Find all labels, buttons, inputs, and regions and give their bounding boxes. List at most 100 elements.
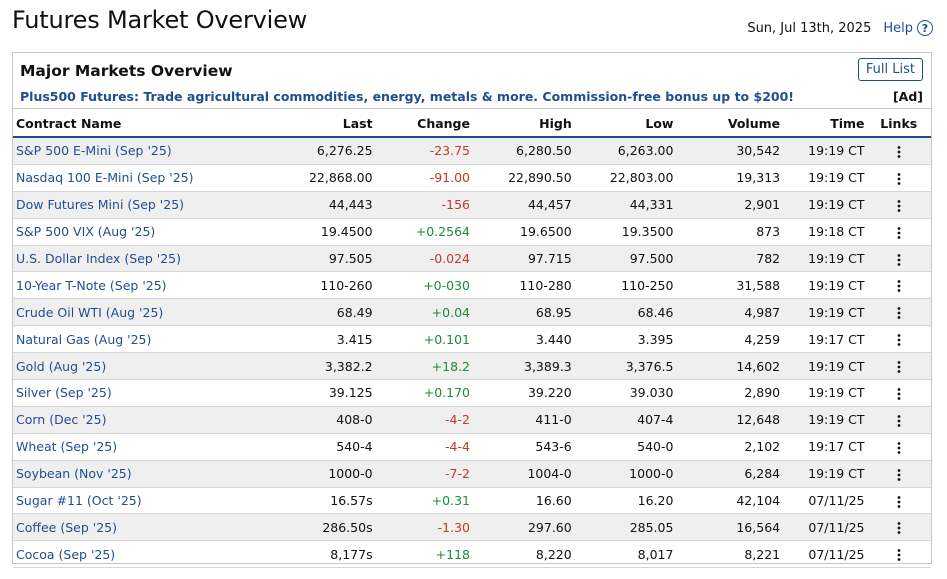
contract-link[interactable]: Natural Gas (Aug '25)	[16, 331, 152, 347]
contract-name-cell: Sugar #11 (Oct '25)	[13, 487, 264, 515]
high-cell: 110-280	[471, 271, 574, 300]
help-label: Help	[883, 20, 913, 36]
high-cell: 44,457	[471, 191, 574, 219]
more-vertical-icon[interactable]	[897, 522, 901, 535]
contract-link[interactable]: Coffee (Sep '25)	[16, 519, 117, 535]
contract-link[interactable]: S&P 500 E-Mini (Sep '25)	[16, 143, 172, 159]
markets-table: Contract Name Last Change High Low Volum…	[13, 110, 931, 569]
more-vertical-icon[interactable]	[897, 549, 901, 562]
contract-name-cell: Coffee (Sep '25)	[13, 513, 264, 542]
volume-cell: 8,221	[675, 540, 783, 569]
col-header-time[interactable]: Time	[782, 110, 867, 138]
change-cell: -91.00	[374, 164, 472, 192]
links-cell	[866, 433, 931, 461]
full-list-button[interactable]: Full List	[857, 58, 923, 81]
contract-link[interactable]: Dow Futures Mini (Sep '25)	[16, 197, 185, 213]
low-cell: 285.05	[573, 513, 676, 542]
time-cell: 19:19 CT	[782, 298, 867, 327]
volume-cell: 2,890	[675, 379, 783, 407]
time-cell: 19:17 CT	[782, 325, 867, 354]
low-cell: 39.030	[573, 379, 676, 407]
contract-name-cell: S&P 500 VIX (Aug '25)	[13, 218, 264, 246]
time-cell: 19:19 CT	[782, 352, 867, 381]
col-header-change[interactable]: Change	[374, 110, 472, 138]
table-row: Nasdaq 100 E-Mini (Sep '25) 22,868.00 -91.…	[13, 164, 931, 192]
links-cell	[866, 245, 931, 273]
col-header-contract-name[interactable]: Contract Name	[13, 110, 264, 138]
more-vertical-icon[interactable]	[897, 495, 901, 508]
last-cell: 97.505	[263, 245, 375, 273]
contract-link[interactable]: Soybean (Nov '25)	[16, 466, 132, 482]
table-row: Silver (Sep '25) 39.125 +0.170 39.220 39.030…	[13, 379, 931, 407]
volume-cell: 4,259	[675, 325, 783, 354]
last-cell: 3.415	[263, 325, 375, 354]
change-cell: -0.024	[374, 245, 472, 273]
contract-link[interactable]: 10-Year T-Note (Sep '25)	[16, 277, 167, 293]
last-cell: 22,868.00	[263, 164, 375, 192]
last-cell: 3,382.2	[263, 352, 375, 381]
header-right: Sun, Jul 13th, 2025 Help ?	[747, 20, 933, 36]
time-cell: 19:19 CT	[782, 460, 867, 488]
time-cell: 19:18 CT	[782, 218, 867, 246]
more-vertical-icon[interactable]	[897, 361, 901, 373]
contract-link[interactable]: Cocoa (Sep '25)	[16, 546, 116, 562]
low-cell: 110-250	[573, 271, 676, 300]
help-link[interactable]: Help ?	[883, 20, 933, 36]
links-cell	[866, 325, 931, 354]
more-vertical-icon[interactable]	[897, 468, 901, 481]
more-vertical-icon[interactable]	[897, 280, 901, 293]
high-cell: 411-0	[471, 406, 574, 434]
high-cell: 97.715	[471, 245, 574, 273]
ad-link[interactable]: Plus500 Futures: Trade agricultural comm…	[20, 89, 794, 104]
contract-name-cell: Dow Futures Mini (Sep '25)	[13, 191, 264, 219]
more-vertical-icon[interactable]	[897, 146, 901, 158]
contract-link[interactable]: Nasdaq 100 E-Mini (Sep '25)	[16, 170, 194, 186]
more-vertical-icon[interactable]	[897, 199, 901, 212]
last-cell: 16.57s	[263, 487, 375, 515]
ad-tag: [Ad]	[892, 89, 923, 104]
contract-link[interactable]: Gold (Aug '25)	[16, 358, 107, 374]
high-cell: 68.95	[471, 298, 574, 327]
more-vertical-icon[interactable]	[897, 414, 901, 427]
high-cell: 3,389.3	[471, 352, 574, 381]
links-cell	[866, 218, 931, 246]
more-vertical-icon[interactable]	[897, 388, 901, 400]
change-cell: +0.04	[374, 298, 472, 327]
more-vertical-icon[interactable]	[897, 307, 901, 320]
change-cell: -1.30	[374, 513, 472, 542]
time-cell: 07/11/25	[782, 487, 867, 515]
more-vertical-icon[interactable]	[897, 172, 901, 185]
change-cell: -156	[374, 191, 472, 219]
last-cell: 286.50s	[263, 513, 375, 542]
contract-link[interactable]: U.S. Dollar Index (Sep '25)	[16, 251, 182, 266]
question-circle-icon: ?	[917, 20, 933, 36]
more-vertical-icon[interactable]	[897, 441, 901, 454]
more-vertical-icon[interactable]	[897, 226, 901, 239]
contract-link[interactable]: Sugar #11 (Oct '25)	[16, 493, 142, 509]
time-cell: 19:19 CT	[782, 245, 867, 273]
col-header-volume[interactable]: Volume	[675, 110, 783, 138]
col-header-last[interactable]: Last	[263, 110, 375, 138]
low-cell: 407-4	[573, 406, 676, 434]
volume-cell: 42,104	[675, 487, 783, 515]
time-cell: 19:19 CT	[782, 164, 867, 192]
time-cell: 07/11/25	[782, 513, 867, 542]
table-row: Natural Gas (Aug '25) 3.415 +0.101 3.440 3.3…	[13, 325, 931, 354]
contract-name-cell: Wheat (Sep '25)	[13, 433, 264, 461]
contract-name-cell: Soybean (Nov '25)	[13, 460, 264, 488]
col-header-high[interactable]: High	[471, 110, 574, 138]
time-cell: 19:19 CT	[782, 137, 867, 165]
contract-link[interactable]: Wheat (Sep '25)	[16, 439, 118, 455]
more-vertical-icon[interactable]	[897, 334, 901, 347]
contract-link[interactable]: Silver (Sep '25)	[16, 385, 112, 401]
links-cell	[866, 513, 931, 542]
time-cell: 19:19 CT	[782, 271, 867, 300]
more-vertical-icon[interactable]	[897, 253, 901, 266]
contract-link[interactable]: S&P 500 VIX (Aug '25)	[16, 224, 156, 240]
volume-cell: 16,564	[675, 513, 783, 542]
links-cell	[866, 460, 931, 488]
contract-link[interactable]: Corn (Dec '25)	[16, 412, 107, 428]
table-row: Soybean (Nov '25) 1000-0 -7-2 1004-0 1000-0 6…	[13, 460, 931, 488]
col-header-low[interactable]: Low	[573, 110, 676, 138]
contract-link[interactable]: Crude Oil WTI (Aug '25)	[16, 304, 164, 320]
